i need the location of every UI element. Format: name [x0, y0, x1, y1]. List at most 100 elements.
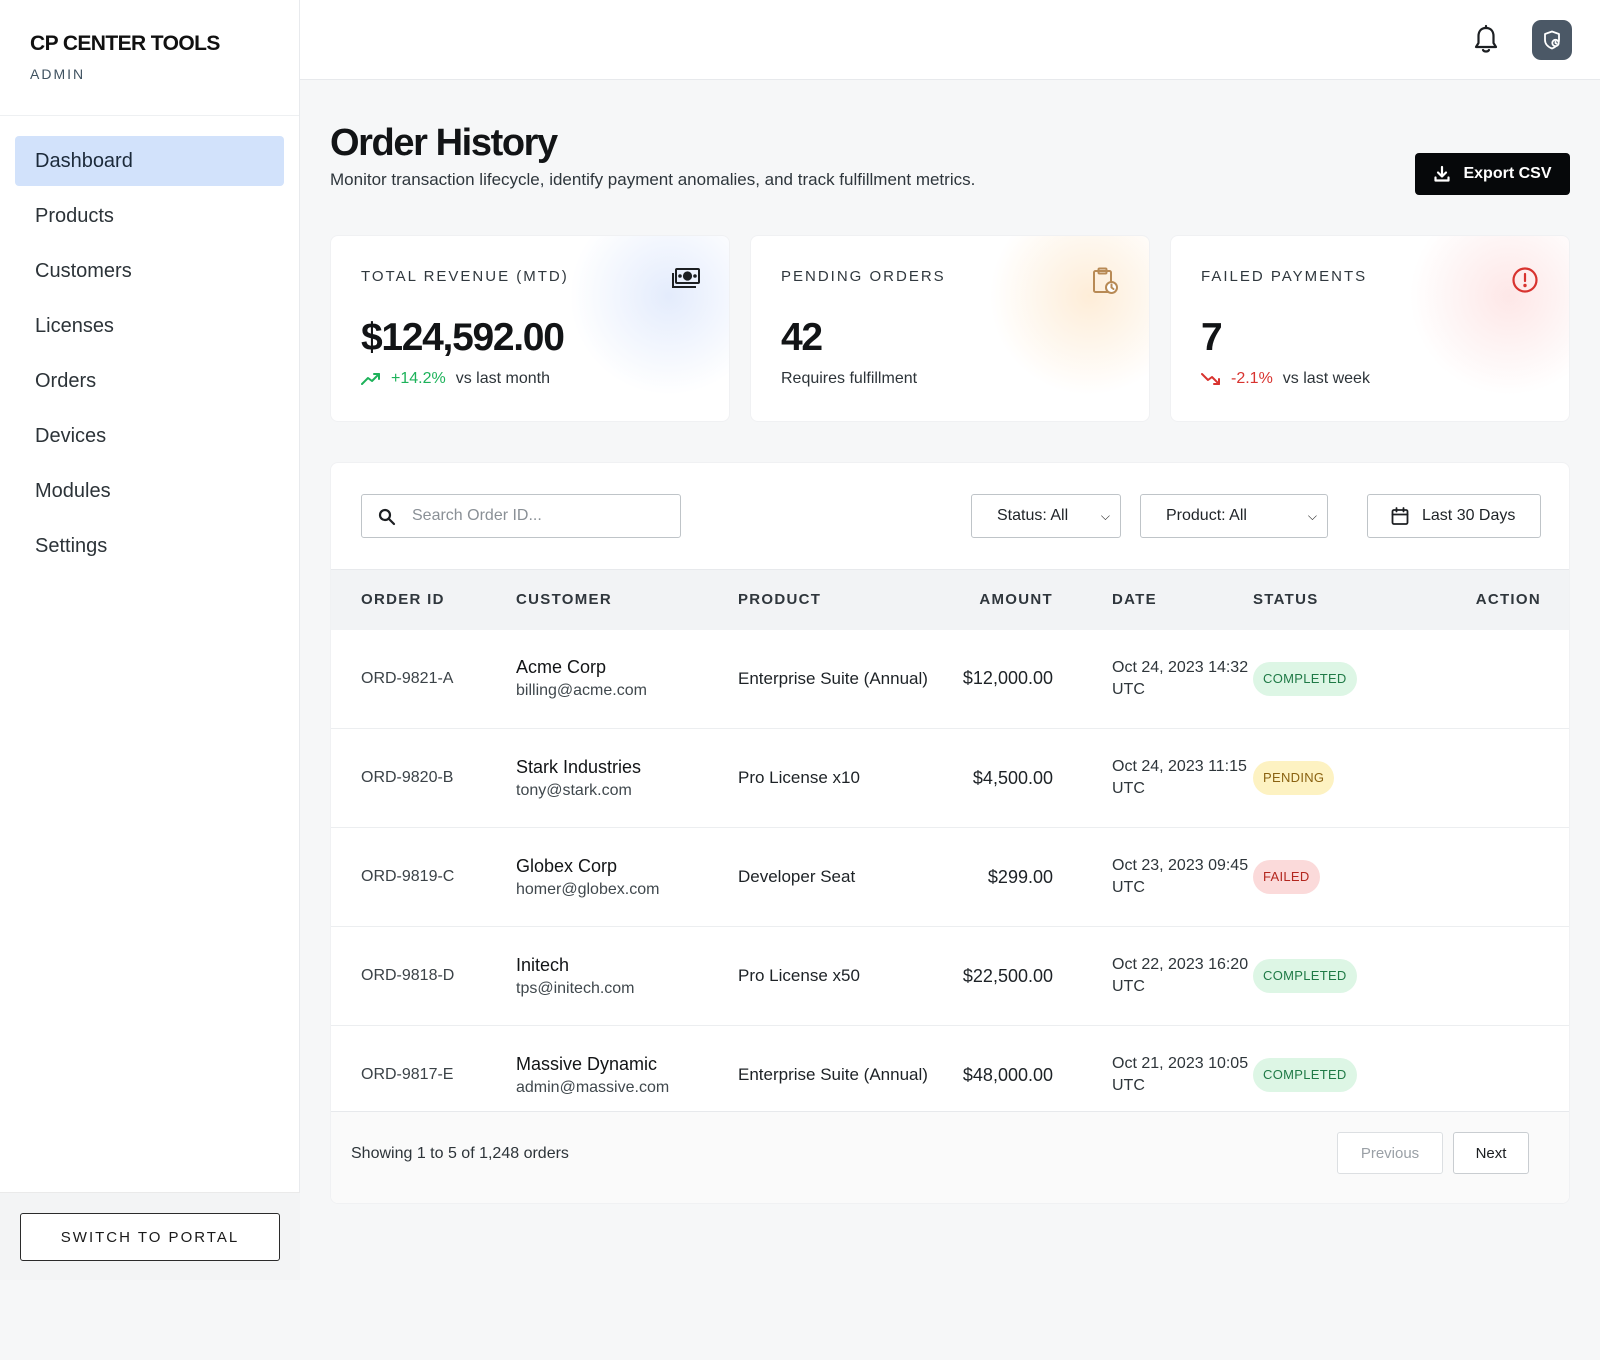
avatar[interactable] — [1532, 20, 1572, 60]
date-range-button[interactable]: Last 30 Days — [1367, 494, 1541, 538]
product-name: Developer Seat — [738, 867, 856, 886]
search-box — [361, 494, 681, 538]
status-cell: COMPLETED — [1253, 927, 1416, 1026]
status-cell: PENDING — [1253, 729, 1416, 828]
sidebar-item-settings[interactable]: Settings — [35, 535, 108, 557]
stat-card-label: FAILED PAYMENTS — [1201, 268, 1368, 285]
sidebar-item-customers[interactable]: Customers — [35, 260, 132, 282]
date-range-label: Last 30 Days — [1422, 507, 1516, 524]
product-filter-select[interactable]: Product: All ⌵ — [1140, 494, 1328, 538]
sidebar-item-licenses[interactable]: Licenses — [35, 315, 114, 337]
stat-card-delta: -2.1% — [1231, 370, 1273, 387]
table-row[interactable]: ORD-9818-D Initech tps@initech.com Pro L… — [331, 927, 1569, 1026]
chevron-down-icon: ⌵ — [1307, 509, 1317, 523]
order-id: ORD-9821-A — [361, 669, 454, 687]
sidebar-footer: SWITCH TO PORTAL — [0, 1192, 300, 1280]
stat-card-revenue: TOTAL REVENUE (MTD) $124,592.00 +14.2% v… — [330, 235, 730, 422]
stat-card-label: TOTAL REVENUE (MTD) — [361, 268, 569, 285]
customer-cell: Acme Corp billing@acme.com — [516, 630, 738, 729]
order-amount: $12,000.00 — [962, 668, 1053, 689]
table-row[interactable]: ORD-9821-A Acme Corp billing@acme.com En… — [331, 630, 1569, 729]
status-badge: COMPLETED — [1253, 661, 1357, 696]
sidebar-item-dashboard[interactable]: Dashboard — [15, 136, 284, 186]
action-cell[interactable] — [1416, 729, 1569, 828]
brand-subtitle: ADMIN — [30, 66, 86, 82]
download-icon — [1434, 165, 1451, 182]
customer-email: billing@acme.com — [516, 682, 647, 700]
page-title: Order History — [330, 122, 558, 164]
bell-icon[interactable] — [1472, 24, 1500, 54]
stats-cards: TOTAL REVENUE (MTD) $124,592.00 +14.2% v… — [330, 235, 1570, 422]
filter-toolbar: Status: All ⌵ Product: All ⌵ Last 30 Day… — [331, 463, 1569, 569]
status-badge: PENDING — [1253, 761, 1335, 795]
table-row[interactable]: ORD-9819-C Globex Corp homer@globex.com … — [331, 828, 1569, 927]
money-icon — [671, 266, 701, 295]
order-amount: $299.00 — [987, 866, 1053, 887]
table-header-row: ORDER ID CUSTOMER PRODUCT AMOUNT DATE ST… — [331, 569, 1569, 630]
sidebar-item-devices[interactable]: Devices — [35, 425, 107, 447]
table-row[interactable]: ORD-9820-B Stark Industries tony@stark.c… — [331, 729, 1569, 828]
order-amount: $4,500.00 — [972, 767, 1053, 788]
previous-page-button[interactable]: Previous — [1337, 1132, 1443, 1174]
customer-email: tps@initech.com — [516, 979, 635, 997]
alert-circle-icon — [1511, 266, 1539, 299]
stat-card-meta: Requires fulfillment — [781, 370, 917, 388]
table-row[interactable]: ORD-9817-E Massive Dynamic admin@massive… — [331, 1026, 1569, 1125]
status-badge: COMPLETED — [1253, 959, 1357, 993]
trending-up-icon — [361, 373, 380, 385]
column-header-product[interactable]: PRODUCT — [738, 591, 822, 609]
customer-name: Stark Industries — [516, 756, 642, 777]
stat-card-failed: FAILED PAYMENTS 7 -2.1% vs last week — [1170, 235, 1570, 422]
customer-email: tony@stark.com — [516, 781, 632, 799]
customer-name: Massive Dynamic — [516, 1053, 658, 1074]
export-csv-button[interactable]: Export CSV — [1415, 153, 1570, 195]
order-id: ORD-9817-E — [361, 1066, 454, 1083]
sidebar-item-modules[interactable]: Modules — [35, 480, 111, 502]
status-filter-select[interactable]: Status: All ⌵ — [971, 494, 1121, 538]
column-header-date[interactable]: DATE — [1112, 591, 1157, 609]
column-header-amount[interactable]: AMOUNT — [979, 591, 1053, 609]
order-date: Oct 23, 2023 09:45 UTC — [1112, 857, 1249, 896]
export-csv-label: Export CSV — [1463, 165, 1552, 182]
column-header-order-id[interactable]: ORDER ID — [361, 591, 445, 609]
stat-card-meta-text: Requires fulfillment — [781, 370, 918, 387]
column-header-action: ACTION — [1475, 591, 1541, 609]
stat-card-meta: -2.1% vs last week — [1201, 370, 1370, 388]
order-amount: $22,500.00 — [962, 965, 1053, 986]
order-amount: $48,000.00 — [962, 1064, 1053, 1085]
customer-cell: Stark Industries tony@stark.com — [516, 729, 738, 828]
search-input[interactable] — [412, 495, 672, 537]
stat-card-value: 7 — [1201, 316, 1223, 359]
status-cell: COMPLETED — [1253, 1026, 1416, 1125]
product-name: Enterprise Suite (Annual) — [738, 1065, 928, 1084]
action-cell[interactable] — [1416, 630, 1569, 729]
sidebar-item-orders[interactable]: Orders — [35, 370, 97, 392]
customer-cell: Massive Dynamic admin@massive.com — [516, 1026, 738, 1125]
switch-to-portal-button[interactable]: SWITCH TO PORTAL — [20, 1213, 280, 1261]
customer-name: Acme Corp — [516, 657, 607, 678]
column-header-customer[interactable]: CUSTOMER — [516, 591, 612, 609]
customer-email: homer@globex.com — [516, 880, 660, 898]
brand-title: CP CENTER TOOLS — [30, 32, 220, 55]
status-cell: FAILED — [1253, 828, 1416, 927]
action-cell[interactable] — [1416, 927, 1569, 1026]
action-cell[interactable] — [1416, 828, 1569, 927]
sidebar-nav: Dashboard Products Customers Licenses Or… — [0, 116, 299, 571]
order-id: ORD-9819-C — [361, 868, 455, 885]
status-filter-value: Status: All — [997, 507, 1069, 524]
order-date: Oct 24, 2023 14:32 UTC — [1112, 658, 1249, 698]
customer-name: Initech — [516, 954, 570, 975]
next-page-button[interactable]: Next — [1453, 1132, 1529, 1174]
stat-card-value: 42 — [781, 316, 823, 359]
pagination-summary: Showing 1 to 5 of 1,248 orders — [351, 1145, 569, 1162]
customer-name: Globex Corp — [516, 855, 618, 876]
search-icon — [378, 508, 396, 526]
stat-card-meta-text: vs last week — [1282, 370, 1370, 387]
stat-card-value: $124,592.00 — [361, 316, 565, 359]
customer-email: admin@massive.com — [516, 1078, 670, 1096]
stat-card-delta: +14.2% — [391, 370, 446, 387]
order-date: Oct 21, 2023 10:05 UTC — [1112, 1055, 1249, 1094]
action-cell[interactable] — [1416, 1026, 1569, 1125]
sidebar-item-products[interactable]: Products — [35, 205, 114, 227]
column-header-status[interactable]: STATUS — [1253, 591, 1319, 609]
